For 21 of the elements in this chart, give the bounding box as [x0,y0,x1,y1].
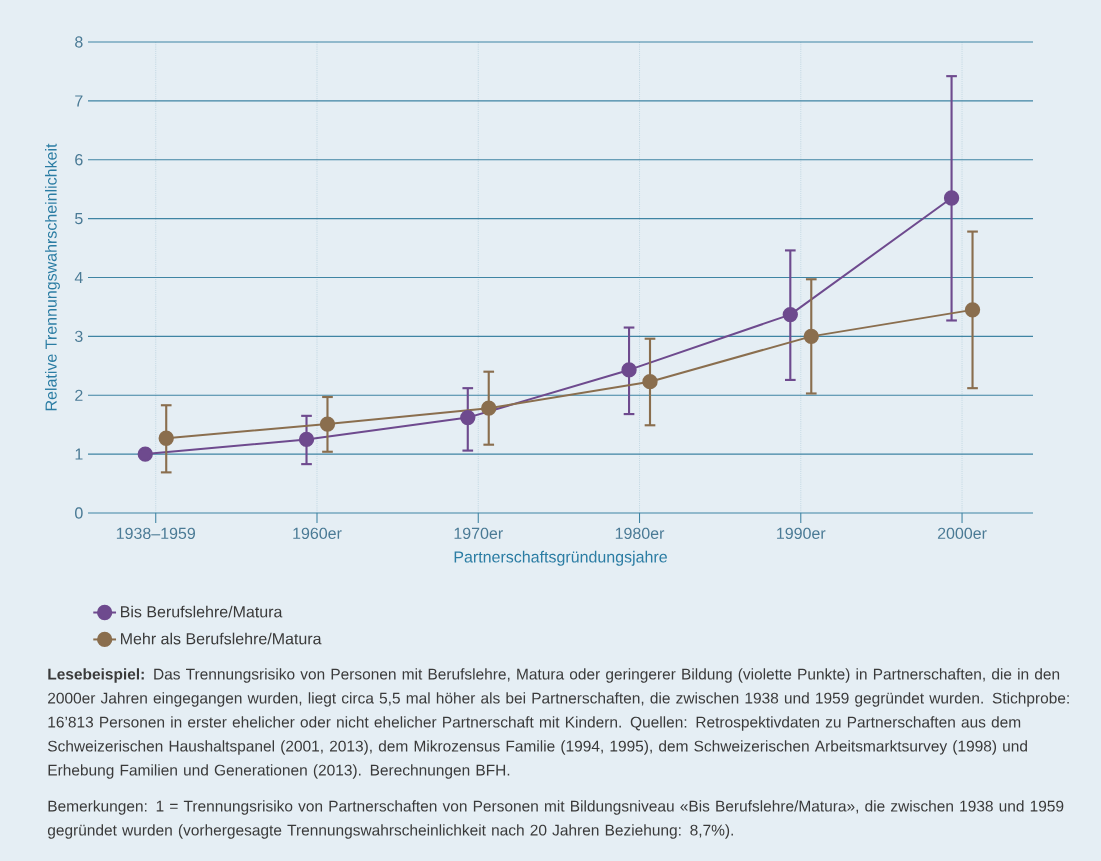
x-tick-label: 1970er [454,527,503,540]
y-tick-label: 5 [75,213,83,225]
y-tick-label: 1 [75,448,83,460]
x-tick-label: 1938–1959 [116,527,195,540]
x-axis-title: Partnerschaftsgründungsjahre [454,550,667,566]
text: Bemerkungen: 1 = Trennungsrisiko von Partnerschaften von Personen mit Bildungsniveau «Bis Berufslehre/Matura», die zwischen 1938 und 1959 gegründet wurden (vorhergesagte Trennungswahrscheinlichkeit nach 20 Jahren Beziehung: 8,7%). [47,800,1064,839]
x-tick-label: 1980er [615,527,665,540]
text: Lesebeispiel: Das Trennungsrisiko von Personen mit Berufslehre, Matura oder geringerer Bildung (violette Punkte) in Partnerschaften, die in den 2000er Jahren eingegangen wurden, liegt circa 5,5 mal höher als bei Partnerschaften, die zwischen 1938 und 1959 gegründet wurden. Stichprobe: 16’813 Personen in erster ehelicher oder nicht ehelicher Partnerschaft mit Kindern. Quellen: Retrospektivdaten zu Partnerschaften aus dem Schweizerischen Haushaltspanel (2001, 2013), dem Mikrozensus Familie (1994, 1995), dem Schweizerischen Arbeitsmarktsurvey (1998) und Erhebung Familien und Generationen (2013). Berechnungen BFH. [47,668,1069,779]
y-tick-label: 3 [75,330,83,343]
x-tick-label: 1990er [777,527,826,540]
x-tick-label: 2000er [937,527,987,540]
legend-label: Bis Berufslehre/Matura [121,605,283,618]
y-axis-title: Relative Trennungswahrscheinlichkeit [45,143,60,411]
y-tick-label: 0 [75,507,83,519]
y-tick-label: 2 [75,389,83,401]
y-tick-label: 8 [75,36,83,48]
y-tick-label: 4 [74,272,83,283]
y-tick-label: 7 [75,95,83,107]
legend-label: Mehr als Berufslehre/Matura [121,632,322,645]
x-tick-label: 1960er [293,527,342,540]
y-tick-label: 6 [75,154,83,166]
